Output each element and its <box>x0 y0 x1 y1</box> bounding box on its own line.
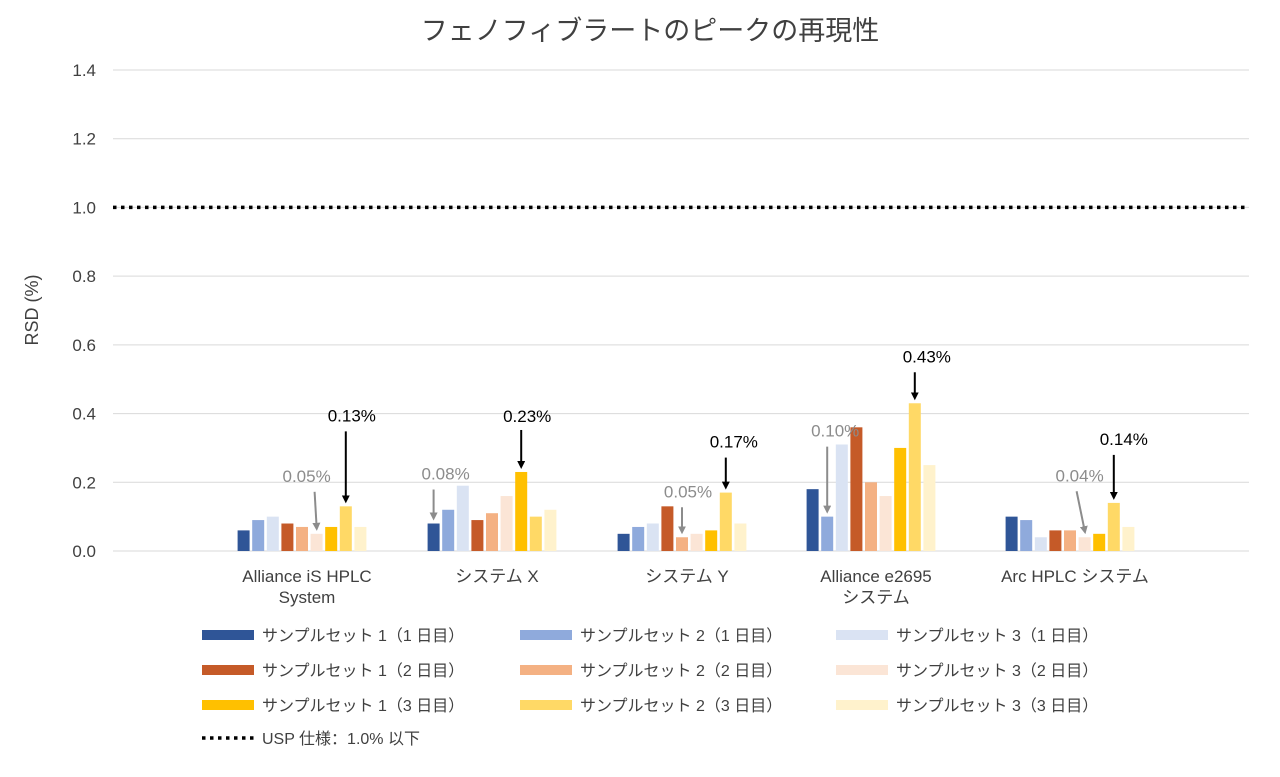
bar <box>281 523 294 551</box>
y-tick-label: 0.8 <box>72 267 96 286</box>
legend-swatch <box>836 700 888 710</box>
annotation-label: 0.17% <box>710 433 758 452</box>
legend-label: サンプルセット 3（2 日目） <box>896 662 1098 680</box>
legend: サンプルセット 1（1 日目） サンプルセット 2（1 日目） サンプルセット 3（… <box>202 627 1098 748</box>
bar <box>865 482 877 551</box>
bar <box>456 485 469 551</box>
legend-label: サンプルセット 1（3 日目） <box>262 697 464 715</box>
legend-swatch <box>520 700 572 710</box>
bar <box>339 506 352 551</box>
x-tick-label: システム <box>842 588 910 607</box>
bar <box>894 447 907 551</box>
legend-swatch <box>836 630 888 640</box>
annotations: 0.05% 0.13% 0.08% 0.23% 0.05% 0.17% 0.10% 0.43%… <box>282 347 1148 535</box>
x-axis-ticks: Alliance iS HPLC System システム X システム Y Allian… <box>242 567 1149 607</box>
bar <box>806 489 819 551</box>
bar <box>1034 537 1047 551</box>
annotation-label: 0.05% <box>664 482 712 501</box>
bar <box>1107 502 1120 551</box>
y-axis-label: RSD (%) <box>22 275 42 346</box>
bar <box>719 492 732 551</box>
y-axis-ticks: 0.0 0.2 0.4 0.6 0.8 1.0 1.2 1.4 <box>72 61 96 561</box>
bar <box>427 523 440 551</box>
bar <box>1078 537 1091 551</box>
bar <box>835 444 848 551</box>
y-tick-label: 0.6 <box>72 336 96 355</box>
legend-swatch <box>202 665 254 675</box>
x-tick-label: Arc HPLC システム <box>1001 567 1149 586</box>
y-tick-label: 1.4 <box>72 61 96 80</box>
bar <box>296 526 308 551</box>
annotation-label: 0.05% <box>282 467 330 486</box>
legend-swatch <box>836 665 888 675</box>
bar <box>1093 533 1106 551</box>
legend-label: サンプルセット 2（2 日目） <box>580 662 782 680</box>
bar <box>354 526 367 551</box>
annotation-label: 0.10% <box>811 422 859 441</box>
legend-label: サンプルセット 3（3 日目） <box>896 697 1098 715</box>
bar <box>237 530 250 551</box>
legend-swatch <box>202 700 254 710</box>
legend-swatch <box>520 630 572 640</box>
annotation-label: 0.23% <box>503 407 551 426</box>
bar <box>661 506 674 551</box>
bar <box>310 533 323 551</box>
x-tick-label: System <box>279 588 336 607</box>
annotation-arrow <box>312 491 321 531</box>
x-tick-label: Alliance e2695 <box>820 567 932 586</box>
annotation-label: 0.04% <box>1055 466 1103 485</box>
y-tick-label: 1.2 <box>72 130 96 149</box>
annotation-label: 0.43% <box>903 347 951 366</box>
x-tick-label: システム X <box>455 567 539 586</box>
bar <box>442 509 455 551</box>
legend-swatch <box>202 630 254 640</box>
bar <box>646 523 659 551</box>
legend-label: サンプルセット 1（1 日目） <box>262 627 464 645</box>
bar <box>544 509 557 551</box>
bar <box>850 427 863 551</box>
bar <box>266 516 279 551</box>
annotation-label: 0.14% <box>1100 430 1148 449</box>
y-tick-label: 0.0 <box>72 542 96 561</box>
bar <box>690 533 703 551</box>
bar <box>486 513 498 551</box>
bar <box>908 403 921 551</box>
bar <box>632 526 645 551</box>
x-tick-label: システム Y <box>645 567 729 586</box>
y-tick-label: 0.2 <box>72 473 96 492</box>
bars <box>237 403 1135 551</box>
annotation-label: 0.13% <box>328 406 376 425</box>
legend-label: サンプルセット 2（1 日目） <box>580 627 782 645</box>
bar <box>252 520 265 551</box>
y-tick-label: 0.4 <box>72 405 96 424</box>
annotation-arrow <box>1075 491 1088 535</box>
annotation-label: 0.08% <box>421 465 469 484</box>
bar <box>617 533 630 551</box>
bar <box>471 520 484 551</box>
bar <box>1122 526 1135 551</box>
bar <box>676 537 688 551</box>
bar <box>325 526 338 551</box>
bar <box>1005 516 1018 551</box>
bar <box>923 465 936 551</box>
bar <box>879 496 892 551</box>
legend-label: サンプルセット 1（2 日目） <box>262 662 464 680</box>
bar <box>529 516 542 551</box>
bar <box>1064 530 1076 551</box>
legend-label: サンプルセット 3（1 日目） <box>896 627 1098 645</box>
x-tick-label: Alliance iS HPLC <box>242 567 371 586</box>
bar <box>821 516 834 551</box>
bar <box>734 523 747 551</box>
bar <box>515 471 528 551</box>
bar <box>1049 530 1062 551</box>
bar <box>705 530 718 551</box>
legend-swatch <box>520 665 572 675</box>
legend-reference-label: USP 仕様：1.0% 以下 <box>262 730 420 748</box>
chart-title: フェノフィブラートのピークの再現性 <box>421 16 879 46</box>
bar <box>500 496 513 551</box>
legend-label: サンプルセット 2（3 日目） <box>580 697 782 715</box>
y-tick-label: 1.0 <box>72 198 96 217</box>
bar <box>1020 520 1033 551</box>
